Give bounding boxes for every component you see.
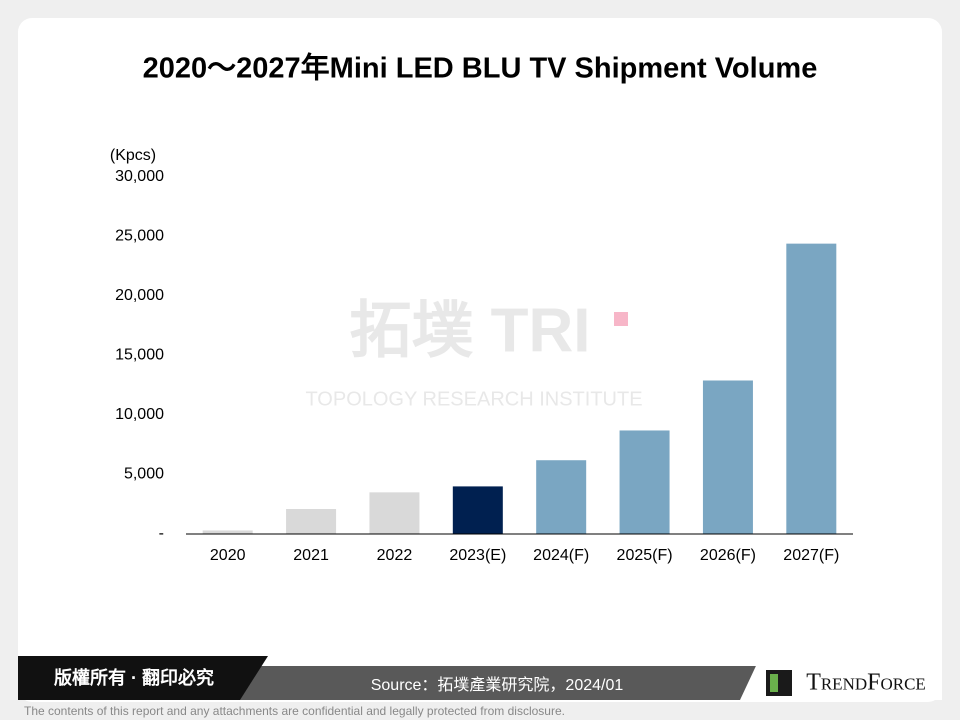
chart-title: 2020～2027年Mini LED BLU TV Shipment Volum… xyxy=(143,51,818,85)
x-tick-label: 2024(F) xyxy=(533,547,589,564)
y-unit: (Kpcs) xyxy=(110,147,156,164)
plot: - 5,000 10,000 15,000 20,000 25,000 30,000 2020… xyxy=(115,168,839,564)
bar xyxy=(202,530,253,534)
watermark-institute: TOPOLOGY RESEARCH INSTITUTE xyxy=(305,388,642,410)
y-tick-label: 10,000 xyxy=(115,406,164,423)
y-tick-label: 5,000 xyxy=(124,466,164,483)
bar xyxy=(452,486,503,534)
bar xyxy=(369,492,420,534)
watermark-brand: 拓墣 TRI xyxy=(349,296,590,365)
x-tick-label: 2020 xyxy=(210,547,246,564)
footer-left xyxy=(18,656,268,700)
bar xyxy=(702,380,753,534)
logo-icon-green xyxy=(770,674,778,692)
x-tick-label: 2021 xyxy=(293,547,329,564)
source: Source：拓墣產業研究院，2024/01 xyxy=(371,676,624,694)
x-tick-label: 2022 xyxy=(377,547,413,564)
bar xyxy=(619,430,670,534)
y-tick-label: 25,000 xyxy=(115,228,164,245)
x-tick-label: 2027(F) xyxy=(783,547,839,564)
y-tick-label: - xyxy=(159,525,164,542)
bar xyxy=(286,509,337,534)
disclaimer: The contents of this report and any atta… xyxy=(24,704,565,718)
x-tick-label: 2023(E) xyxy=(449,547,506,564)
x-tick-label: 2025(F) xyxy=(617,547,673,564)
logo-icon xyxy=(766,670,792,696)
y-tick-label: 20,000 xyxy=(115,287,164,304)
y-tick-label: 30,000 xyxy=(115,168,164,185)
copyright: 版權所有 · 翻印必究 xyxy=(54,667,214,688)
watermark-dot xyxy=(614,312,628,326)
bar xyxy=(536,460,587,534)
x-tick-label: 2026(F) xyxy=(700,547,756,564)
logo-text: TrendForce xyxy=(806,670,926,696)
bar xyxy=(786,243,837,534)
y-tick-label: 15,000 xyxy=(115,347,164,364)
